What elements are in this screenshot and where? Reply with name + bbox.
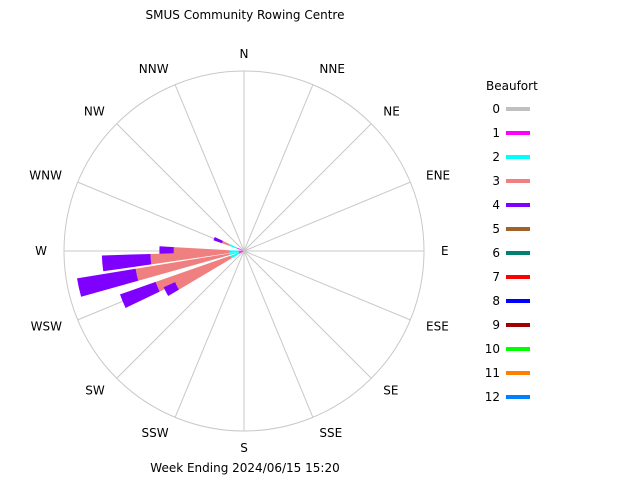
rose-bar-3-bf2 bbox=[229, 251, 239, 255]
legend-swatch-1 bbox=[506, 131, 530, 135]
legend-label-10: 10 bbox=[485, 342, 500, 356]
legend-label-3: 3 bbox=[492, 174, 500, 188]
legend-swatch-12 bbox=[506, 395, 530, 399]
direction-label-nne: NNE bbox=[319, 62, 345, 76]
direction-label-nw: NW bbox=[84, 105, 105, 119]
spoke-nw bbox=[116, 123, 245, 252]
rose-bar-2-bf3 bbox=[150, 251, 230, 265]
legend-label-4: 4 bbox=[492, 198, 500, 212]
direction-label-ne: NE bbox=[383, 105, 400, 119]
direction-label-e: E bbox=[441, 244, 449, 258]
direction-label-s: S bbox=[240, 441, 248, 455]
direction-label-sse: SSE bbox=[319, 426, 342, 440]
rose-bar-2-bf1 bbox=[238, 251, 244, 252]
rose-bar-4-bf4 bbox=[119, 281, 160, 308]
direction-label-wnw: WNW bbox=[29, 169, 62, 183]
spoke-se bbox=[243, 250, 372, 379]
legend-label-1: 1 bbox=[492, 126, 500, 140]
spoke-ese bbox=[243, 250, 411, 321]
legend-swatch-7 bbox=[506, 275, 530, 279]
rose-bar-3-bf3 bbox=[135, 253, 231, 281]
legend-swatch-4 bbox=[506, 203, 530, 207]
spoke-ne bbox=[243, 123, 372, 252]
direction-label-n: N bbox=[240, 47, 249, 61]
legend-swatch-9 bbox=[506, 323, 530, 327]
legend-swatch-0 bbox=[506, 107, 530, 111]
rose-bar-3-bf4 bbox=[77, 268, 139, 297]
rose-bar-3-bf1 bbox=[238, 251, 244, 253]
direction-label-w: W bbox=[35, 244, 47, 258]
spoke-sw bbox=[116, 250, 245, 379]
legend-swatch-3 bbox=[506, 179, 530, 183]
direction-label-se: SE bbox=[383, 383, 398, 397]
chart-title: SMUS Community Rowing Centre bbox=[146, 8, 345, 22]
legend-label-11: 11 bbox=[485, 366, 500, 380]
spoke-sse bbox=[243, 250, 314, 418]
spoke-nnw bbox=[174, 84, 245, 252]
direction-label-nnw: NNW bbox=[139, 62, 169, 76]
rose-bar-5-bf4 bbox=[163, 282, 179, 297]
legend-label-5: 5 bbox=[492, 222, 500, 236]
rose-bars bbox=[77, 236, 244, 308]
rose-bar-0-bf4 bbox=[213, 236, 223, 244]
legend-label-6: 6 bbox=[492, 246, 500, 260]
legend-label-8: 8 bbox=[492, 294, 500, 308]
direction-labels: N NNE NE ENE E ESE SE SSE S SSW SW WSW W WNW NW NNW bbox=[29, 47, 450, 455]
legend-swatch-11 bbox=[506, 371, 530, 375]
legend-label-7: 7 bbox=[492, 270, 500, 284]
legend-swatch-8 bbox=[506, 299, 530, 303]
rose-bar-5-bf3 bbox=[175, 256, 232, 290]
spoke-ssw bbox=[174, 250, 245, 418]
legend-swatch-5 bbox=[506, 227, 530, 231]
rose-bar-2-bf2 bbox=[229, 251, 239, 254]
legend-label-12: 12 bbox=[485, 390, 500, 404]
spoke-ene bbox=[243, 181, 411, 252]
legend-swatch-6 bbox=[506, 251, 530, 255]
legend-label-2: 2 bbox=[492, 150, 500, 164]
rose-bar-5-bf2 bbox=[230, 253, 240, 259]
rose-bar-0-bf2 bbox=[228, 243, 238, 249]
rose-bar-2-bf4 bbox=[101, 253, 152, 272]
legend-label-9: 9 bbox=[492, 318, 500, 332]
legend-title: Beaufort bbox=[486, 79, 538, 93]
legend-label-0: 0 bbox=[492, 102, 500, 116]
rose-bar-0-bf1 bbox=[237, 247, 244, 251]
chart-subtitle: Week Ending 2024/06/15 15:20 bbox=[150, 461, 339, 475]
legend-swatch-2 bbox=[506, 155, 530, 159]
rose-bar-5-bf1 bbox=[239, 251, 244, 254]
rose-bar-0-bf3 bbox=[221, 240, 230, 246]
direction-label-ese: ESE bbox=[426, 319, 449, 333]
direction-label-ene: ENE bbox=[426, 169, 450, 183]
spoke-nne bbox=[243, 84, 314, 252]
direction-label-ssw: SSW bbox=[142, 426, 169, 440]
rose-bar-4-bf2 bbox=[230, 252, 240, 258]
direction-label-sw: SW bbox=[85, 383, 105, 397]
direction-label-wsw: WSW bbox=[31, 319, 62, 333]
legend-swatch-10 bbox=[506, 347, 530, 351]
